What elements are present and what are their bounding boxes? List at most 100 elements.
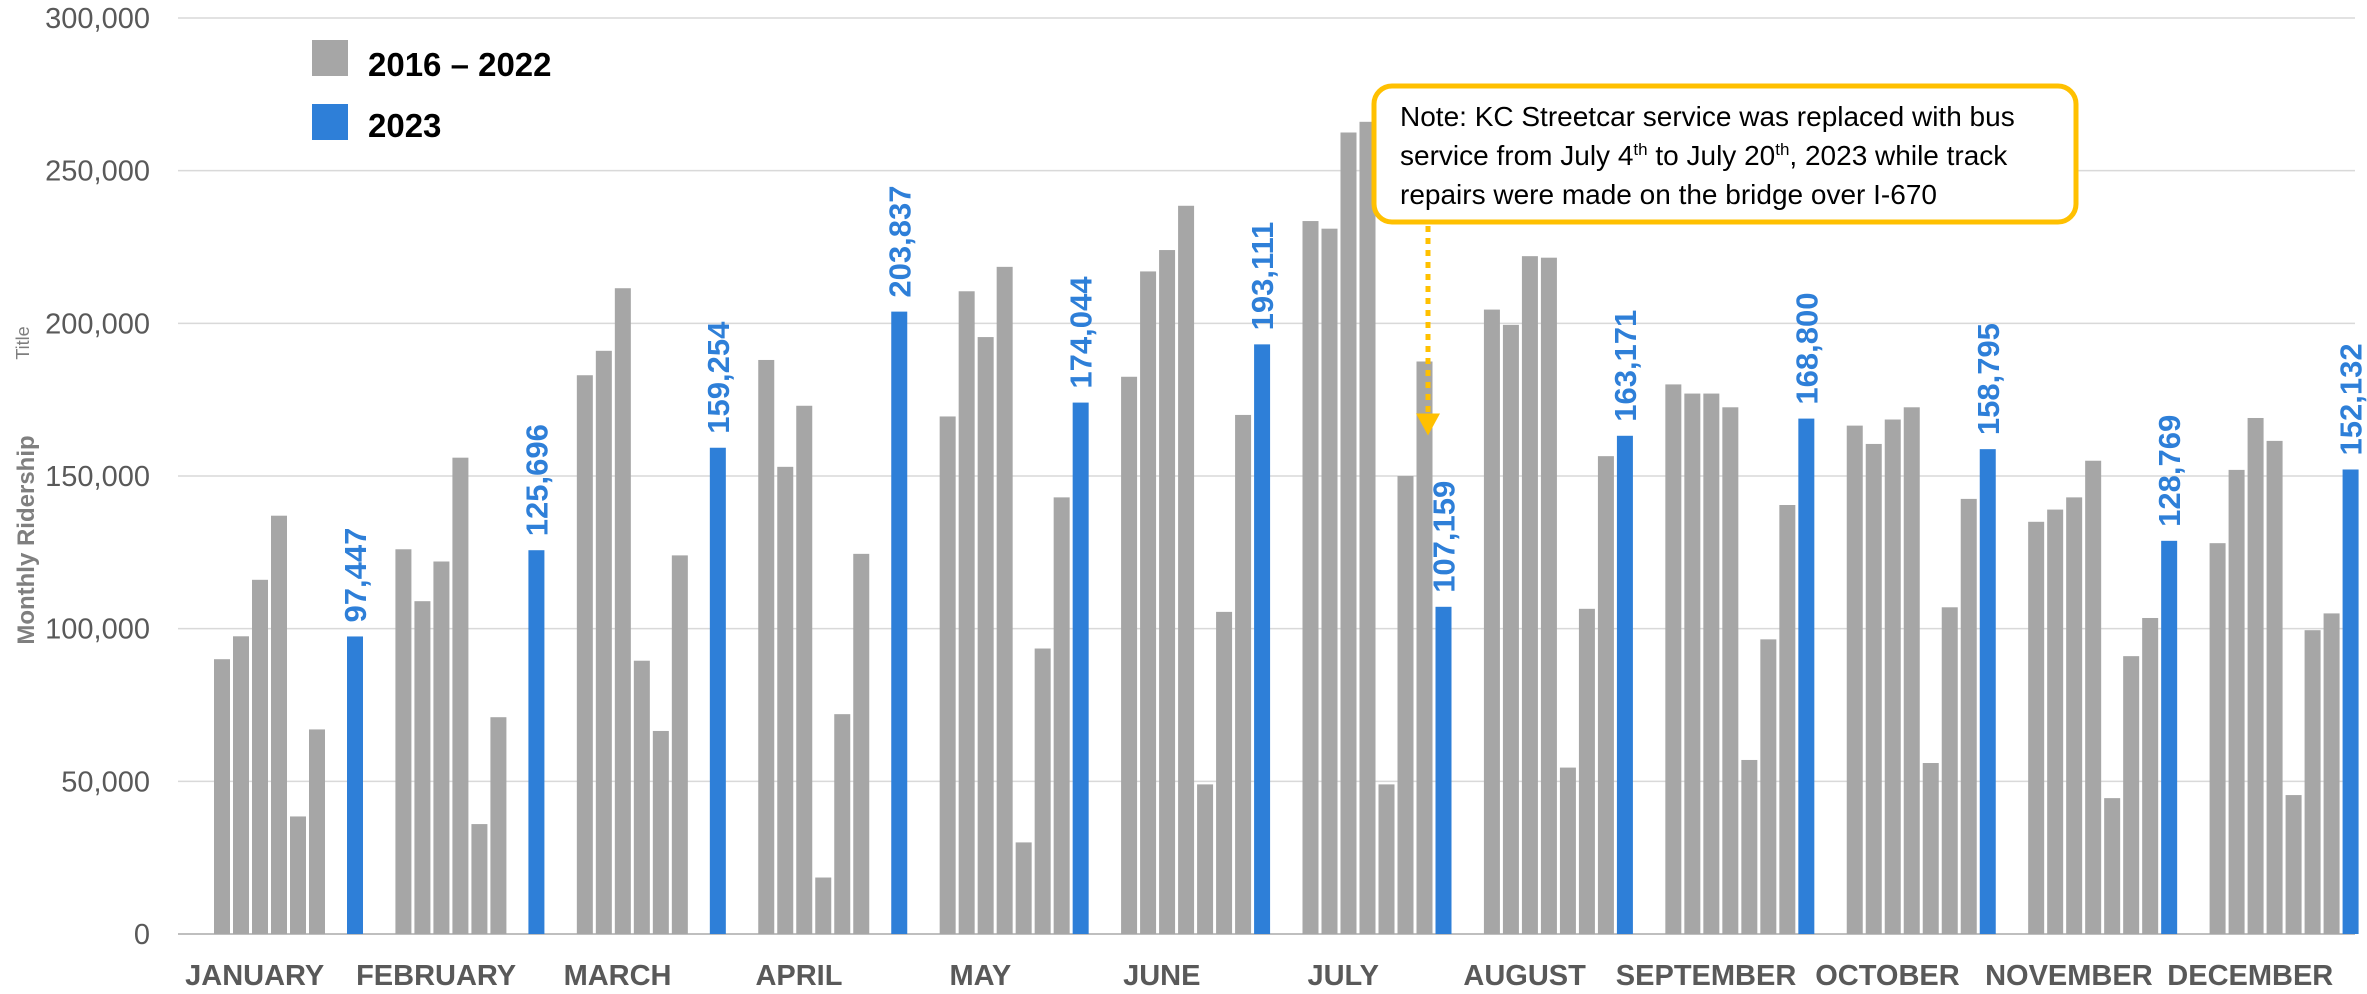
bar-2023 xyxy=(1435,606,1452,934)
legend-swatch-2023 xyxy=(312,104,348,140)
x-tick-label: JANUARY xyxy=(185,960,324,992)
y-axis-title-overlay: Title xyxy=(13,326,33,359)
bar-historical xyxy=(1416,361,1433,934)
bar-historical xyxy=(2304,630,2321,934)
bar-historical xyxy=(1359,121,1376,934)
bar-historical xyxy=(2028,521,2045,934)
bar-historical xyxy=(1540,257,1557,935)
x-tick-label: DECEMBER xyxy=(2167,960,2333,992)
bar-historical xyxy=(777,466,794,934)
bar-historical xyxy=(1884,419,1901,935)
note-text: Note: KC Streetcar service was replaced … xyxy=(1400,101,2015,210)
data-label-2023: 159,254 xyxy=(701,321,736,434)
data-label-2023: 174,044 xyxy=(1064,276,1099,389)
y-tick-label: 0 xyxy=(134,919,150,951)
bar-historical xyxy=(2123,656,2140,934)
bar-historical xyxy=(2142,617,2159,934)
bar-historical xyxy=(214,659,230,934)
bar-2023 xyxy=(1072,402,1089,934)
x-tick-label: SEPTEMBER xyxy=(1616,960,1797,992)
bar-historical xyxy=(1197,784,1214,934)
bar-historical xyxy=(452,457,469,934)
bar-historical xyxy=(614,288,631,935)
bar-historical xyxy=(958,291,975,935)
bar-historical xyxy=(1302,221,1319,935)
y-tick-label: 200,000 xyxy=(45,308,150,340)
x-tick-label: APRIL xyxy=(755,960,842,992)
bar-historical xyxy=(1779,505,1796,934)
bar-historical xyxy=(1235,414,1252,934)
bar-historical xyxy=(1053,497,1070,934)
bar-historical xyxy=(1483,309,1500,934)
x-tick-label: NOVEMBER xyxy=(1985,960,2153,992)
bar-historical xyxy=(1741,759,1758,934)
y-tick-label: 250,000 xyxy=(45,156,150,188)
bar-historical xyxy=(2323,613,2340,934)
bar-historical xyxy=(1121,376,1138,934)
y-axis-label: Monthly Ridership xyxy=(13,435,40,644)
bar-historical xyxy=(1397,476,1414,934)
bar-historical xyxy=(652,730,669,934)
x-tick-label: JULY xyxy=(1307,960,1378,992)
note-box xyxy=(1371,83,2079,225)
legend-swatch-historical xyxy=(312,40,348,76)
bar-historical xyxy=(1521,256,1538,934)
bar-historical xyxy=(1722,407,1739,934)
bar-historical xyxy=(2247,417,2264,934)
bar-historical xyxy=(1846,425,1863,934)
legend-label-2023: 2023 xyxy=(368,107,441,144)
data-label-2023: 158,795 xyxy=(1971,323,2006,435)
bar-historical xyxy=(2209,543,2226,934)
bar-historical xyxy=(758,359,775,934)
data-label-2023: 168,800 xyxy=(1789,293,1824,405)
bar-historical xyxy=(1216,611,1233,934)
bar-historical xyxy=(2066,497,2083,934)
bar-historical xyxy=(1903,407,1920,934)
data-label-2023: 193,111 xyxy=(1245,222,1280,331)
y-tick-label: 100,000 xyxy=(45,614,150,646)
bar-2023 xyxy=(347,636,363,934)
y-tick-label: 300,000 xyxy=(45,3,150,35)
bar-historical xyxy=(252,579,268,934)
bar-historical xyxy=(1597,456,1614,934)
bar-historical xyxy=(1502,324,1519,934)
note-annotation: Note: KC Streetcar service was replaced … xyxy=(1371,83,2079,436)
bar-historical xyxy=(1665,384,1682,934)
bar-historical xyxy=(433,561,450,934)
bar-2023 xyxy=(2161,540,2178,934)
bar-historical xyxy=(815,877,832,934)
bar-historical xyxy=(1378,784,1395,934)
bar-historical xyxy=(290,816,306,934)
bar-historical xyxy=(1703,393,1720,934)
bar-historical xyxy=(1159,250,1176,934)
bar-2023 xyxy=(1616,435,1633,934)
bar-historical xyxy=(796,405,813,935)
bar-historical xyxy=(1760,639,1777,934)
bar-historical xyxy=(2085,460,2102,934)
bar-historical xyxy=(1559,767,1576,934)
bar-historical xyxy=(1684,393,1701,934)
bar-historical xyxy=(853,553,870,934)
data-label-2023: 152,132 xyxy=(2334,343,2367,455)
bar-historical xyxy=(1034,648,1051,934)
bar-historical xyxy=(309,729,325,934)
bar-2023 xyxy=(528,550,545,934)
bar-historical xyxy=(671,555,688,934)
bar-historical xyxy=(1340,132,1357,934)
bar-historical xyxy=(471,824,488,934)
bar-historical xyxy=(2266,440,2283,934)
x-tick-label: AUGUST xyxy=(1463,960,1586,992)
legend-label-historical: 2016 – 2022 xyxy=(368,46,552,83)
bar-2023 xyxy=(1979,449,1996,934)
bar-historical xyxy=(414,601,431,934)
bar-historical xyxy=(271,515,287,934)
axes: 0 50,000 100,000 150,000 200,000 250,000 300,0… xyxy=(45,3,2333,992)
bar-historical xyxy=(576,375,593,934)
bar-historical xyxy=(1865,443,1882,934)
bar-historical xyxy=(1321,228,1338,934)
x-tick-label: MAY xyxy=(949,960,1011,992)
x-tick-label: OCTOBER xyxy=(1815,960,1960,992)
bar-historical xyxy=(1922,763,1939,934)
bar-historical xyxy=(395,549,412,934)
